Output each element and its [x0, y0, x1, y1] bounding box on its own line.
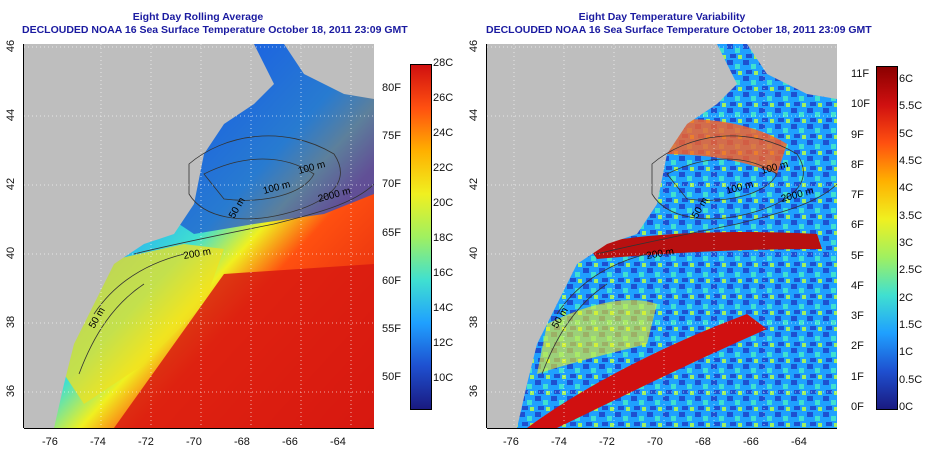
colorbar-celsius-label: 3.5C — [899, 209, 923, 222]
colorbar-fahrenheit-label: 70F — [382, 178, 401, 191]
lat-tick-label: 36 — [468, 384, 481, 398]
colorbar-fahrenheit-label: 0F — [851, 401, 864, 413]
colorbar-fahrenheit-label: 5F — [851, 249, 864, 262]
colorbar-celsius-label: 1C — [899, 346, 914, 359]
colorbar-celsius-label: 0.5C — [899, 373, 923, 386]
colorbar-celsius-label: 0C — [899, 401, 914, 413]
lon-tick-label: -64 — [791, 436, 807, 448]
lon-tick-label: -72 — [599, 436, 615, 448]
colorbar-celsius-label: 20C — [433, 197, 454, 209]
lon-tick-label: -76 — [503, 436, 519, 448]
lon-tick-label: -76 — [42, 436, 58, 448]
sst-average-map: 100 m 2000 m 100 m 50 m 200 m 50 m — [24, 44, 374, 428]
colorbar-fahrenheit-label: 8F — [851, 158, 864, 171]
lon-tick-label: -72 — [138, 436, 154, 448]
lat-tick-label: 44 — [5, 108, 18, 122]
lat-tick-label: 40 — [468, 246, 481, 260]
colorbar-celsius-label: 5.5C — [899, 100, 923, 113]
lon-tick-label: -70 — [186, 436, 202, 448]
colorbar-fahrenheit-label: 10F — [851, 98, 870, 111]
moderate-variability-region — [537, 300, 657, 374]
colorbar-celsius-label: 2.5C — [899, 264, 923, 277]
colorbar-celsius-label: 28C — [433, 57, 454, 69]
colorbar-celsius-label: 3C — [899, 237, 914, 249]
lon-tick-label: -64 — [330, 436, 346, 448]
lon-tick-label: -74 — [551, 436, 567, 448]
colorbar-celsius-label: 6C — [899, 73, 914, 85]
colorbar-celsius-label: 12C — [433, 337, 454, 349]
left-title: Eight Day Rolling Average — [132, 11, 264, 23]
lat-tick-label: 46 — [5, 39, 18, 53]
lat-tick-label: 42 — [468, 177, 481, 191]
land-mass — [24, 44, 274, 428]
right-title: Eight Day Temperature Variability — [578, 11, 746, 23]
right-y-axis — [486, 44, 487, 428]
colorbar-celsius-label: 24C — [433, 127, 454, 139]
lat-tick-label: 44 — [468, 108, 481, 122]
colorbar-celsius-label: 5C — [899, 127, 914, 140]
lat-tick-label: 46 — [468, 39, 481, 53]
lat-tick-label: 38 — [468, 315, 481, 329]
lon-tick-label: -66 — [282, 436, 298, 448]
colorbar-fahrenheit-label: 55F — [382, 322, 401, 335]
lat-tick-label: 40 — [5, 246, 18, 260]
land-mass-northeast — [284, 44, 374, 99]
left-subtitle: DECLOUDED NOAA 16 Sea Surface Temperatur… — [22, 24, 408, 36]
bathymetry-contours — [541, 135, 837, 375]
right-subtitle: DECLOUDED NOAA 16 Sea Surface Temperatur… — [486, 24, 872, 36]
colorbar-fahrenheit-label: 11F — [851, 68, 870, 80]
colorbar-fahrenheit-label: 6F — [851, 219, 864, 232]
colorbar-fahrenheit-label: 2F — [851, 340, 864, 353]
lon-tick-label: -74 — [90, 436, 106, 448]
right-x-axis — [487, 428, 837, 429]
sst-variability-map: 100 m 2000 m 100 m 50 m 200 m 50 m — [487, 44, 837, 428]
colorbar-celsius-label: 14C — [433, 302, 454, 314]
colorbar-celsius-label: 4C — [899, 182, 914, 195]
colorbar-celsius-label: 1.5C — [899, 319, 923, 331]
colorbar-celsius-label: 10C — [433, 372, 454, 384]
colorbar-celsius-label: 4.5C — [899, 155, 923, 167]
contour-label: 200 m — [646, 246, 675, 262]
colorbar-celsius-label: 18C — [433, 232, 454, 244]
colorbar-fahrenheit-label: 3F — [851, 310, 864, 323]
lon-tick-label: -68 — [234, 436, 250, 448]
colorbar-fahrenheit-label: 1F — [851, 370, 864, 383]
colorbar-fahrenheit-label: 60F — [382, 274, 401, 287]
colorbar-fahrenheit-label: 50F — [382, 371, 401, 383]
left-y-axis — [23, 44, 24, 428]
left-colorbar — [410, 64, 432, 410]
graticule — [24, 44, 374, 428]
colorbar-fahrenheit-label: 4F — [851, 279, 864, 292]
colorbar-fahrenheit-label: 9F — [851, 128, 864, 141]
land-mass-northeast — [747, 44, 837, 99]
high-variability-band — [527, 314, 767, 428]
warm-gulf-stream-region — [114, 264, 374, 428]
left-x-axis — [24, 428, 374, 429]
colorbar-fahrenheit-label: 80F — [382, 82, 401, 94]
lat-tick-label: 36 — [5, 384, 18, 398]
colorbar-fahrenheit-label: 7F — [851, 189, 864, 202]
colorbar-celsius-label: 16C — [433, 267, 454, 279]
lon-tick-label: -70 — [647, 436, 663, 448]
lat-tick-label: 42 — [5, 177, 18, 191]
high-variability-band — [587, 232, 822, 259]
lon-tick-label: -66 — [743, 436, 759, 448]
contour-label: 200 m — [183, 246, 212, 262]
colorbar-fahrenheit-label: 75F — [382, 130, 401, 143]
colorbar-celsius-label: 22C — [433, 162, 454, 174]
lon-tick-label: -68 — [695, 436, 711, 448]
lat-tick-label: 38 — [5, 315, 18, 329]
colorbar-celsius-label: 26C — [433, 92, 454, 104]
land-mass — [487, 44, 737, 428]
colorbar-fahrenheit-label: 65F — [382, 226, 401, 239]
graticule — [487, 44, 837, 428]
right-colorbar — [876, 66, 898, 410]
colorbar-celsius-label: 2C — [899, 291, 914, 304]
